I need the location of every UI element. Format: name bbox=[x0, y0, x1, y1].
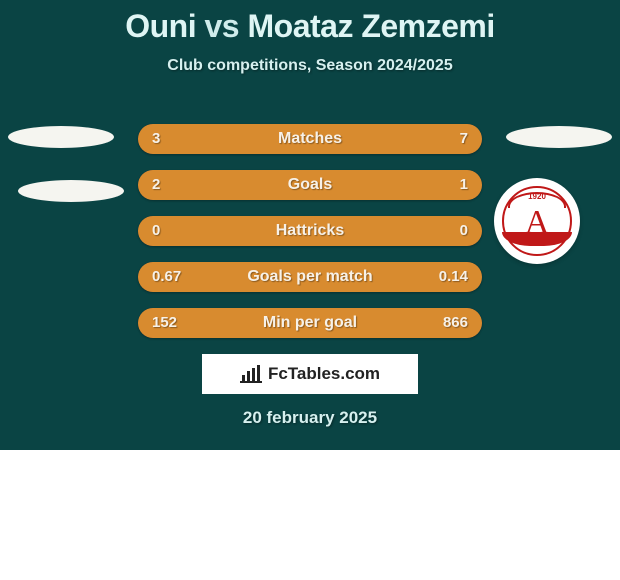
stat-row: 152866Min per goal bbox=[138, 308, 482, 338]
club-africain-logo: 1920 A bbox=[502, 186, 572, 256]
comparison-panel: Ouni vs Moataz Zemzemi Club competitions… bbox=[0, 0, 620, 450]
subtitle: Club competitions, Season 2024/2025 bbox=[0, 57, 620, 75]
stat-row: 0.670.14Goals per match bbox=[138, 262, 482, 292]
player1-avatar-placeholder-2 bbox=[18, 180, 124, 202]
brand-text: FcTables.com bbox=[268, 364, 380, 384]
title-player2: Moataz Zemzemi bbox=[247, 8, 494, 44]
stat-label: Hattricks bbox=[138, 216, 482, 246]
title-player1: Ouni bbox=[125, 8, 196, 44]
page-title: Ouni vs Moataz Zemzemi bbox=[0, 0, 620, 45]
stat-row: 21Goals bbox=[138, 170, 482, 200]
date-label: 20 february 2025 bbox=[0, 408, 620, 428]
club-year: 1920 bbox=[504, 192, 570, 201]
stat-label: Goals bbox=[138, 170, 482, 200]
chart-icon bbox=[240, 365, 262, 383]
stat-row: 00Hattricks bbox=[138, 216, 482, 246]
stats-container: 37Matches 21Goals 00Hattricks 0.670.14Goals… bbox=[138, 124, 482, 354]
stat-label: Min per goal bbox=[138, 308, 482, 338]
stat-label: Goals per match bbox=[138, 262, 482, 292]
club-band bbox=[502, 232, 572, 246]
title-vs: vs bbox=[205, 8, 240, 44]
stat-row: 37Matches bbox=[138, 124, 482, 154]
player2-avatar-placeholder bbox=[506, 126, 612, 148]
stat-label: Matches bbox=[138, 124, 482, 154]
brand-link[interactable]: FcTables.com bbox=[202, 354, 418, 394]
player1-avatar-placeholder-1 bbox=[8, 126, 114, 148]
player2-club-badge: 1920 A bbox=[494, 178, 580, 264]
